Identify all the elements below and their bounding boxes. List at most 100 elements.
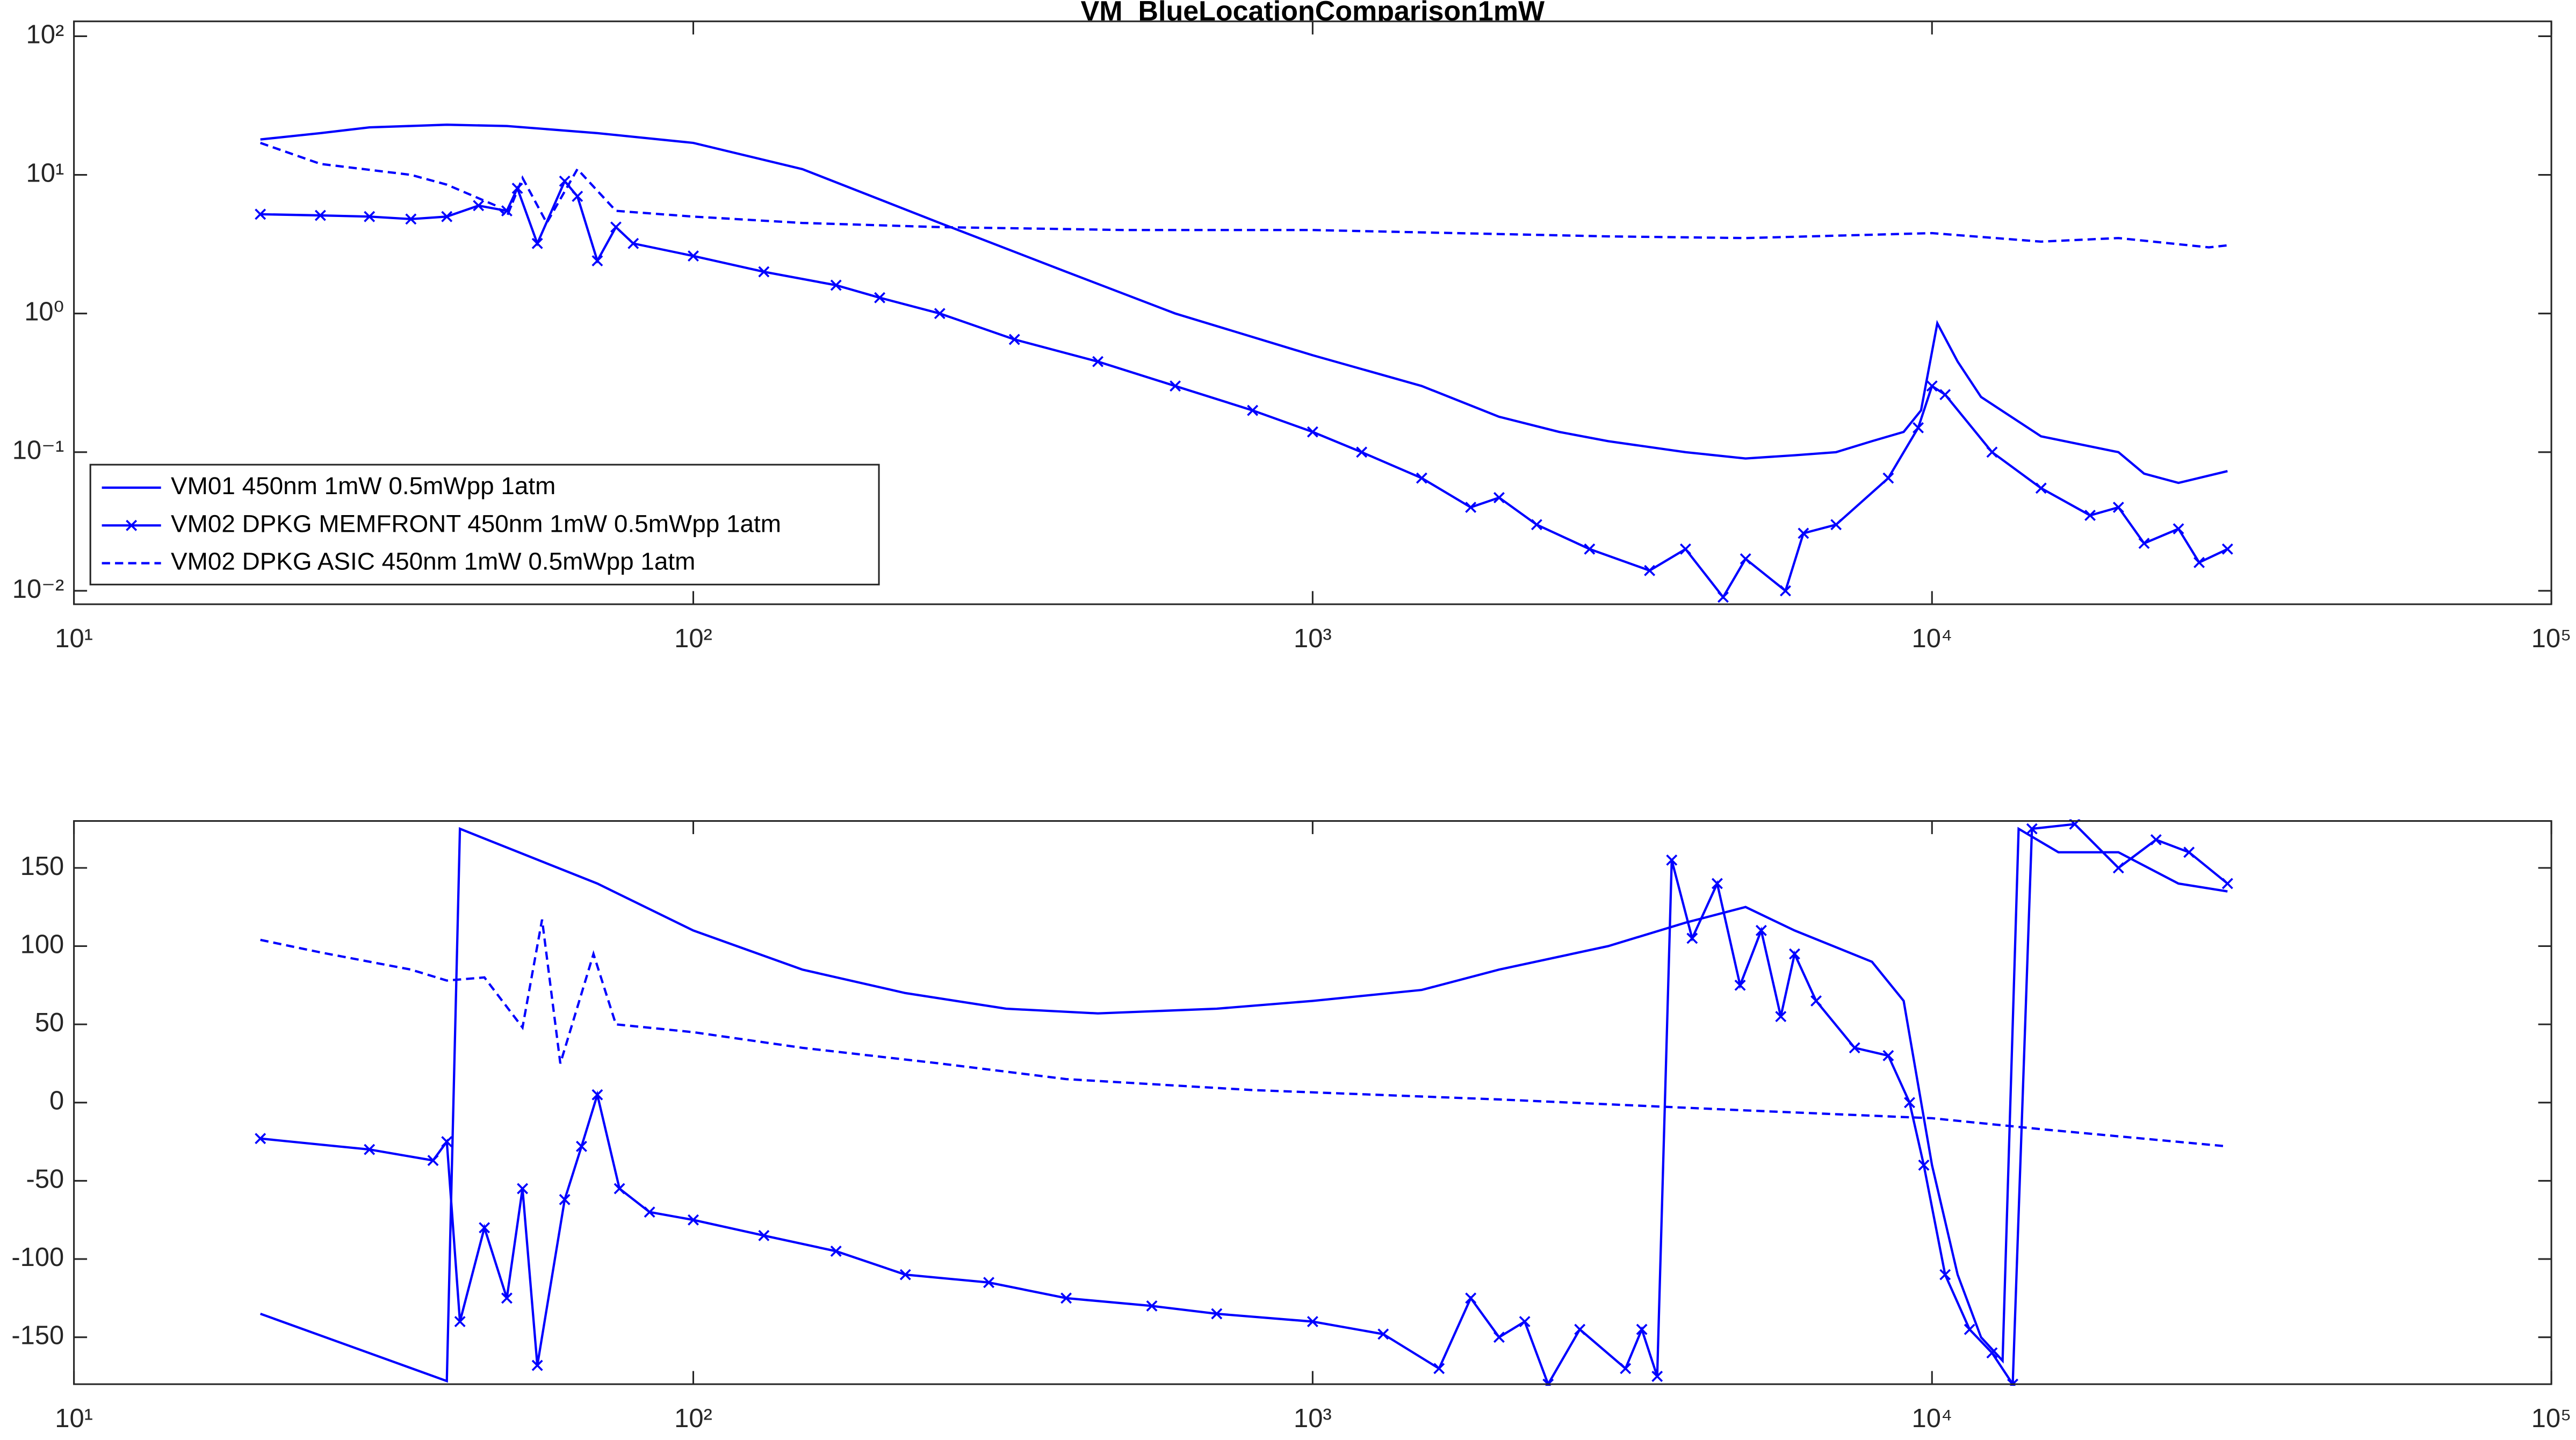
x-tick-label: 10¹ xyxy=(55,624,93,653)
marker xyxy=(1584,543,1596,555)
marker xyxy=(1465,1292,1477,1304)
y-tick-label: 150 xyxy=(20,852,64,881)
marker xyxy=(591,1089,603,1101)
marker xyxy=(2150,834,2162,845)
marker xyxy=(1882,472,1894,484)
marker xyxy=(1531,519,1542,531)
marker xyxy=(255,208,266,220)
marker xyxy=(830,1246,842,1257)
x-tick-label: 10² xyxy=(674,624,712,653)
marker xyxy=(531,1359,543,1371)
marker xyxy=(2026,823,2038,835)
marker xyxy=(1247,404,1259,416)
marker xyxy=(899,1269,911,1280)
marker xyxy=(314,209,326,221)
marker xyxy=(934,308,946,320)
marker xyxy=(1519,1316,1531,1328)
marker xyxy=(501,1292,513,1304)
y-tick-label: 100 xyxy=(20,930,64,959)
y-tick-label: -50 xyxy=(26,1164,64,1193)
marker xyxy=(1964,1323,1975,1335)
legend-label: VM02 DPKG MEMFRONT 450nm 1mW 0.5mWpp 1at… xyxy=(171,509,781,537)
y-tick-label: 0 xyxy=(49,1087,64,1116)
y-tick-label: 10² xyxy=(26,20,64,49)
marker xyxy=(1377,1328,1389,1340)
marker xyxy=(1620,1363,1632,1374)
marker xyxy=(688,1214,699,1226)
marker xyxy=(874,292,886,303)
y-tick-label: 10⁻² xyxy=(12,575,64,604)
marker xyxy=(2221,878,2233,889)
marker xyxy=(572,191,583,202)
marker xyxy=(575,1140,587,1152)
marker xyxy=(405,213,417,225)
plot-area xyxy=(74,821,2552,1385)
marker xyxy=(1849,1042,1860,1054)
marker xyxy=(2035,482,2047,494)
marker xyxy=(1789,948,1800,960)
marker xyxy=(441,1136,453,1148)
marker xyxy=(688,250,699,262)
marker xyxy=(758,1229,770,1241)
marker xyxy=(427,1155,439,1167)
axes-box xyxy=(73,820,2552,1385)
marker xyxy=(1416,472,1427,484)
marker xyxy=(1636,1323,1648,1335)
marker xyxy=(830,279,842,291)
marker xyxy=(479,1222,490,1234)
legend-box xyxy=(89,464,880,585)
series-line xyxy=(260,919,2228,1148)
marker xyxy=(1913,422,1924,433)
marker xyxy=(1939,1269,1951,1280)
marker xyxy=(1356,446,1368,458)
marker xyxy=(1574,1323,1586,1335)
marker xyxy=(1686,932,1698,944)
marker xyxy=(2112,862,2124,874)
marker xyxy=(1882,1050,1894,1061)
y-tick-label: -150 xyxy=(11,1321,64,1350)
marker xyxy=(2173,523,2184,535)
marker xyxy=(1092,356,1104,367)
marker xyxy=(1493,492,1505,503)
marker xyxy=(644,1206,655,1218)
series-line xyxy=(259,142,2228,249)
x-tick-label: 10⁵ xyxy=(2531,624,2572,653)
marker xyxy=(627,237,639,249)
legend-label: VM01 450nm 1mW 0.5mWpp 1atm xyxy=(171,472,555,500)
marker xyxy=(559,1193,571,1205)
marker xyxy=(591,255,603,267)
marker xyxy=(364,211,376,222)
legend-marker xyxy=(126,519,138,531)
marker xyxy=(1666,854,1678,866)
marker xyxy=(517,1183,529,1195)
marker xyxy=(1986,1347,1998,1359)
marker xyxy=(255,1133,266,1145)
marker xyxy=(2112,502,2124,513)
x-tick-label: 10⁴ xyxy=(1912,624,1952,653)
y-tick-label: -100 xyxy=(11,1243,64,1272)
x-tick-label: 10³ xyxy=(1294,624,1332,653)
marker xyxy=(1060,1292,1072,1304)
marker xyxy=(2221,543,2233,555)
x-tick-label: 10² xyxy=(674,1404,712,1433)
axes-box xyxy=(73,20,2552,605)
marker xyxy=(1008,334,1020,345)
x-tick-label: 10⁵ xyxy=(2531,1404,2572,1433)
marker xyxy=(1775,1011,1787,1023)
y-tick-label: 10⁻¹ xyxy=(12,436,64,465)
marker xyxy=(1810,995,1822,1007)
marker xyxy=(1918,1159,1930,1171)
marker xyxy=(2183,846,2195,858)
legend-label: VM02 DPKG ASIC 450nm 1mW 0.5mWpp 1atm xyxy=(171,547,695,575)
series-line xyxy=(259,827,2228,1383)
marker xyxy=(1904,1097,1915,1109)
marker xyxy=(1307,426,1318,438)
marker xyxy=(1780,585,1791,597)
marker xyxy=(473,200,485,212)
marker xyxy=(1170,380,1181,392)
x-tick-label: 10³ xyxy=(1294,1404,1332,1433)
marker xyxy=(1926,380,1938,392)
marker xyxy=(1680,543,1691,555)
marker xyxy=(1939,389,1951,401)
